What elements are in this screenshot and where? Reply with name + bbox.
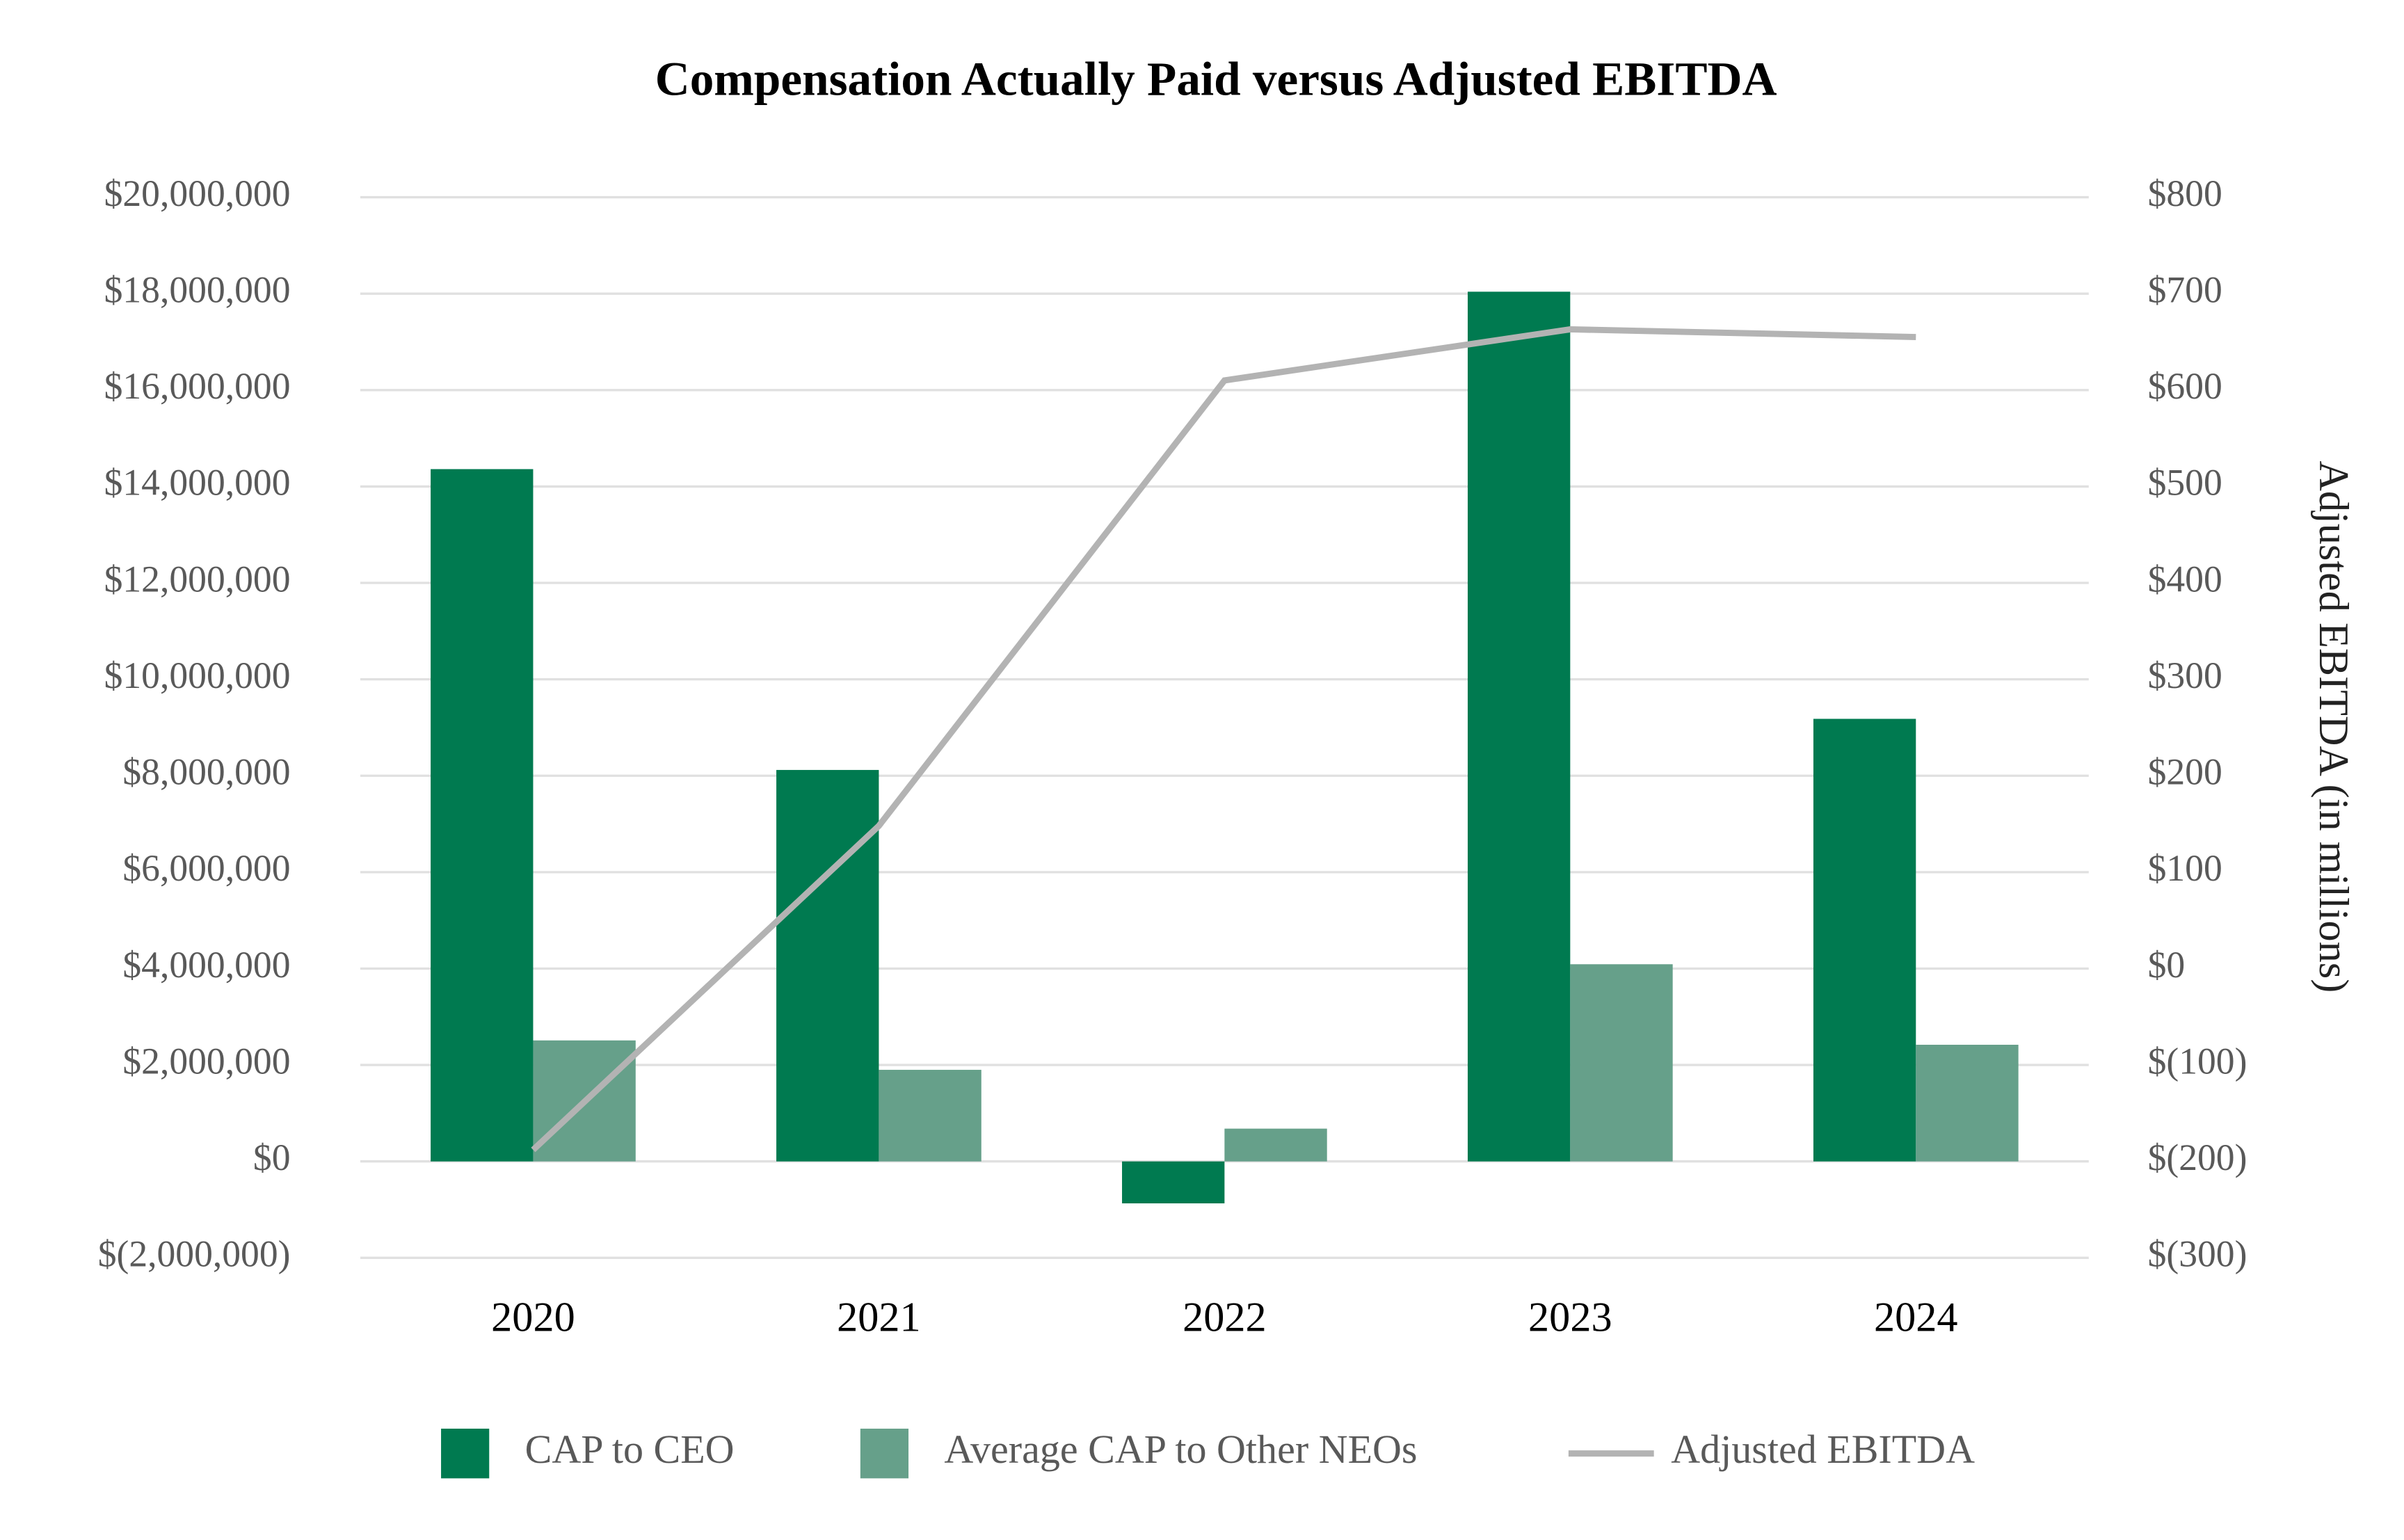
y2-tick-label: $300 — [2148, 655, 2222, 696]
y-tick-label: $16,000,000 — [104, 365, 291, 407]
bar — [1916, 1044, 2019, 1162]
y2-tick-label: $(300) — [2148, 1233, 2247, 1275]
bar — [1122, 1161, 1225, 1204]
y-tick-label: $10,000,000 — [104, 655, 291, 696]
legend-label: CAP to CEO — [525, 1427, 735, 1472]
bar — [776, 769, 879, 1162]
y-tick-label: $14,000,000 — [104, 462, 291, 504]
y-tick-label: $4,000,000 — [122, 944, 290, 986]
y2-tick-label: $400 — [2148, 558, 2222, 600]
y2-tick-label: $100 — [2148, 847, 2222, 889]
bar — [1224, 1128, 1327, 1162]
legend-label: Adjusted EBITDA — [1671, 1427, 1975, 1472]
y-tick-label: $12,000,000 — [104, 558, 291, 600]
bar — [1813, 719, 1916, 1162]
y2-tick-label: $700 — [2148, 268, 2222, 310]
y-tick-label: $(2,000,000) — [98, 1233, 291, 1275]
x-tick-label: 2021 — [837, 1294, 921, 1341]
y2-tick-label: $(200) — [2148, 1137, 2247, 1178]
legend-swatch — [860, 1428, 909, 1479]
chart-title: Compensation Actually Paid versus Adjust… — [655, 51, 1777, 105]
bar — [431, 469, 534, 1162]
y2-tick-label: $0 — [2148, 944, 2186, 986]
y-tick-label: $8,000,000 — [122, 751, 290, 793]
y-tick-label: $6,000,000 — [122, 847, 290, 889]
legend-label: Average CAP to Other NEOs — [944, 1427, 1417, 1472]
y-tick-label: $18,000,000 — [104, 268, 291, 310]
y2-tick-label: $800 — [2148, 173, 2222, 214]
x-tick-label: 2024 — [1874, 1294, 1958, 1341]
x-tick-label: 2022 — [1183, 1294, 1267, 1341]
x-tick-label: 2023 — [1528, 1294, 1612, 1341]
bar — [1570, 964, 1673, 1162]
bar — [1467, 291, 1571, 1162]
legend-swatch — [441, 1428, 490, 1479]
y2-tick-label: $600 — [2148, 365, 2222, 407]
line — [531, 326, 1916, 1153]
y2-axis-title: Adjusted EBITDA (in millions) — [2310, 460, 2357, 993]
y-tick-label: $0 — [253, 1137, 291, 1178]
x-tick-label: 2020 — [491, 1294, 575, 1341]
bar — [879, 1070, 981, 1162]
y2-tick-label: $(100) — [2148, 1040, 2247, 1082]
y-tick-label: $2,000,000 — [122, 1040, 290, 1082]
y2-tick-label: $200 — [2148, 751, 2222, 793]
y2-tick-label: $500 — [2148, 462, 2222, 504]
y-tick-label: $20,000,000 — [104, 173, 291, 214]
